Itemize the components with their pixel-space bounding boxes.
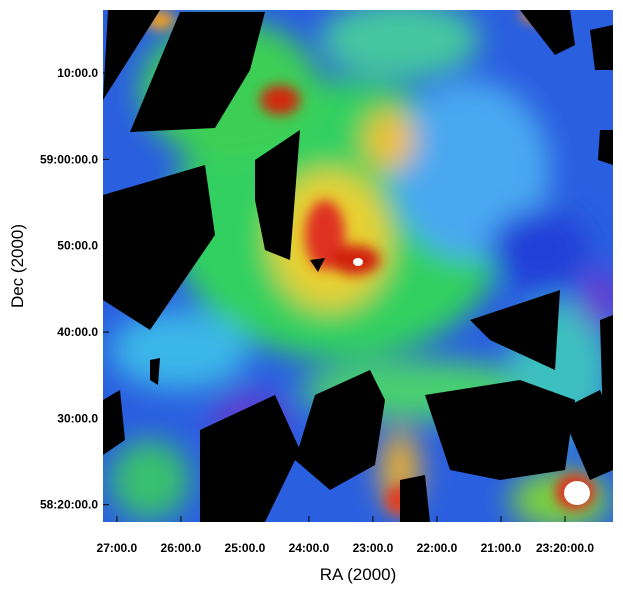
y-tick-label: 59:00:00.0 — [40, 152, 98, 166]
x-tick-label: 22:00.0 — [417, 541, 458, 555]
y-tick-label: 40:00.0 — [57, 325, 98, 339]
y-axis-label: Dec (2000) — [8, 224, 27, 308]
y-tick-label: 50:00.0 — [57, 239, 98, 253]
x-tick-label: 23:20:00.0 — [536, 541, 594, 555]
x-tick-label: 24:00.0 — [289, 541, 330, 555]
x-axis-label: RA (2000) — [320, 565, 397, 584]
y-tick-label: 58:20:00.0 — [40, 498, 98, 512]
sky-image — [103, 10, 613, 522]
x-tick-label: 27:00.0 — [97, 541, 138, 555]
y-tick-label: 10:00.0 — [57, 66, 98, 80]
x-tick-label: 26:00.0 — [161, 541, 202, 555]
x-tick-label: 21:00.0 — [481, 541, 522, 555]
y-tick-label: 30:00.0 — [57, 411, 98, 425]
x-tick-label: 25:00.0 — [225, 541, 266, 555]
x-tick-label: 23:00.0 — [353, 541, 394, 555]
